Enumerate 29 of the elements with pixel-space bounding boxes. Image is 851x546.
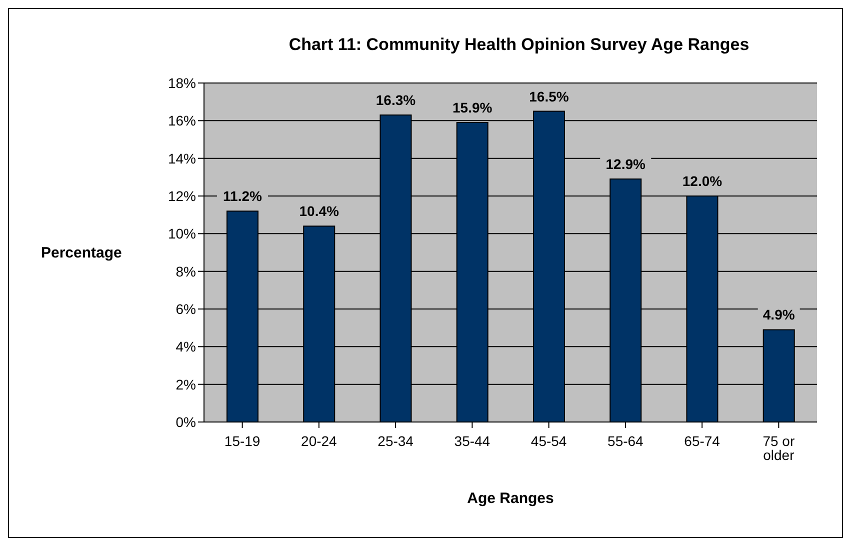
x-tick-label: 20-24 xyxy=(301,432,338,449)
y-tick-label: 8% xyxy=(176,263,196,280)
x-tick-label: 65-74 xyxy=(684,432,720,449)
data-label: 15.9% xyxy=(452,100,493,116)
x-tick-label: 75 or older xyxy=(762,432,795,463)
y-axis-title: Percentage xyxy=(41,244,122,262)
x-tick-label: 25-34 xyxy=(378,432,414,449)
y-tick-label: 6% xyxy=(176,300,196,317)
y-tick-label: 14% xyxy=(168,150,196,166)
x-tick-label: 35-44 xyxy=(454,432,490,449)
chart-title: Chart 11: Community Health Opinion Survey Age Ranges xyxy=(288,35,750,55)
y-tick-label: 16% xyxy=(168,112,196,129)
y-tick-label: 10% xyxy=(168,226,196,242)
y-tick-label: 2% xyxy=(176,376,196,392)
y-tick-label: 4% xyxy=(176,338,196,355)
data-label: 12.9% xyxy=(606,156,646,172)
data-label: 4.9% xyxy=(762,306,796,323)
data-label: 16.5% xyxy=(529,88,570,104)
y-tick-label: 0% xyxy=(176,414,196,430)
y-tick-label: 18% xyxy=(168,74,196,91)
x-tick-label: 45-54 xyxy=(530,432,567,449)
data-label: 16.3% xyxy=(376,92,416,108)
y-tick-label: 12% xyxy=(168,188,196,204)
data-label: 12.0% xyxy=(682,173,723,189)
x-tick-label: 15-19 xyxy=(224,432,260,449)
data-label: 11.2% xyxy=(223,188,262,204)
x-axis-title: Age Ranges xyxy=(467,490,554,507)
x-tick-label: 55-64 xyxy=(608,432,644,449)
data-label: 10.4% xyxy=(299,203,340,220)
